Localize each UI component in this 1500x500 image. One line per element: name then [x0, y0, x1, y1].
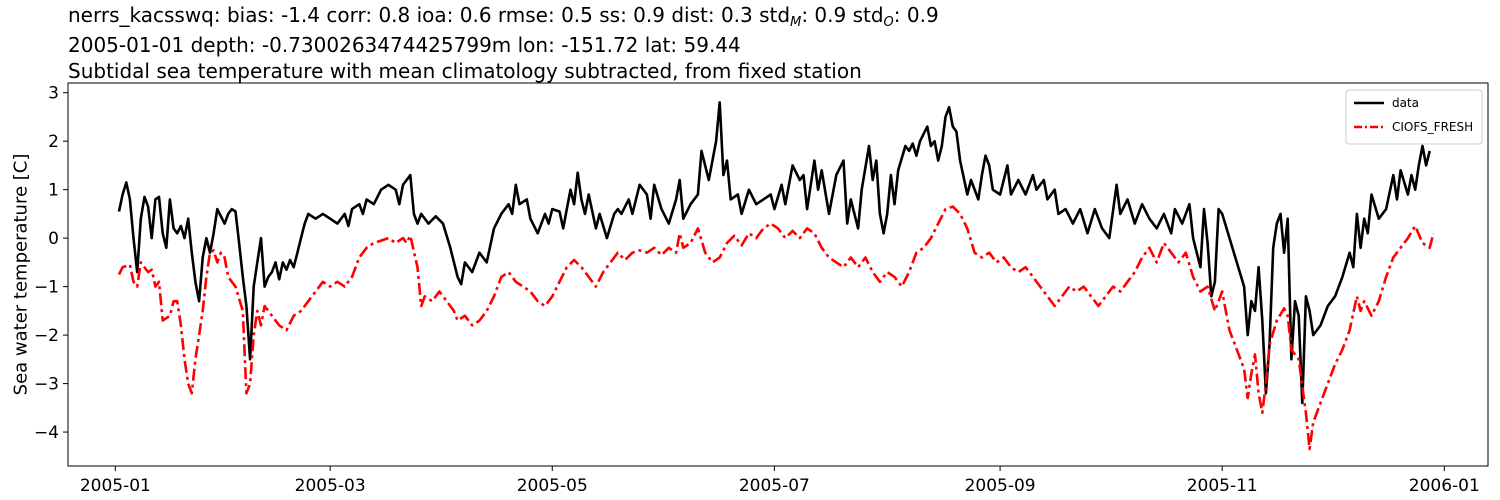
series-line-data — [117, 101, 1431, 405]
x-tick-label: 2005-05 — [517, 476, 588, 496]
x-tick-label: 2005-03 — [295, 476, 366, 496]
y-axis-label: Sea water temperature [C] — [10, 154, 31, 396]
legend-label: CIOFS_FRESH — [1392, 120, 1473, 134]
x-tick-label: 2005-01 — [80, 476, 151, 496]
y-tick-label: −3 — [34, 375, 59, 395]
series-layer — [117, 101, 1435, 451]
chart-title-station: 2005-01-01 depth: -0.7300263474425799m l… — [68, 33, 741, 57]
y-tick-label: −2 — [34, 326, 59, 346]
y-tick-label: −1 — [34, 278, 59, 298]
x-tick-label: 2005-11 — [1187, 476, 1258, 496]
y-tick-label: 3 — [48, 84, 59, 104]
chart-title-metrics: nerrs_kacsswq: bias: -1.4 corr: 0.8 ioa:… — [68, 3, 939, 30]
x-tick-label: 2005-09 — [965, 476, 1036, 496]
series-line-ciofs-fresh — [117, 205, 1435, 451]
x-tick-label: 2006-01 — [1409, 476, 1480, 496]
x-axis: 2005-01 2005-03 2005-05 2005-07 2005-09 2005-… — [80, 466, 1480, 496]
y-tick-label: −4 — [34, 423, 59, 443]
y-tick-label: 2 — [48, 132, 59, 152]
y-tick-label: 1 — [48, 181, 59, 201]
plot-frame — [67, 82, 1489, 467]
legend: data CIOFS_FRESH — [1345, 89, 1483, 145]
chart-title-description: Subtidal sea temperature with mean clima… — [68, 59, 862, 83]
y-tick-label: 0 — [48, 229, 59, 249]
x-tick-label: 2005-07 — [739, 476, 810, 496]
legend-label: data — [1392, 96, 1419, 110]
y-axis: −4 −3 −2 −1 0 1 2 3 — [34, 84, 68, 443]
